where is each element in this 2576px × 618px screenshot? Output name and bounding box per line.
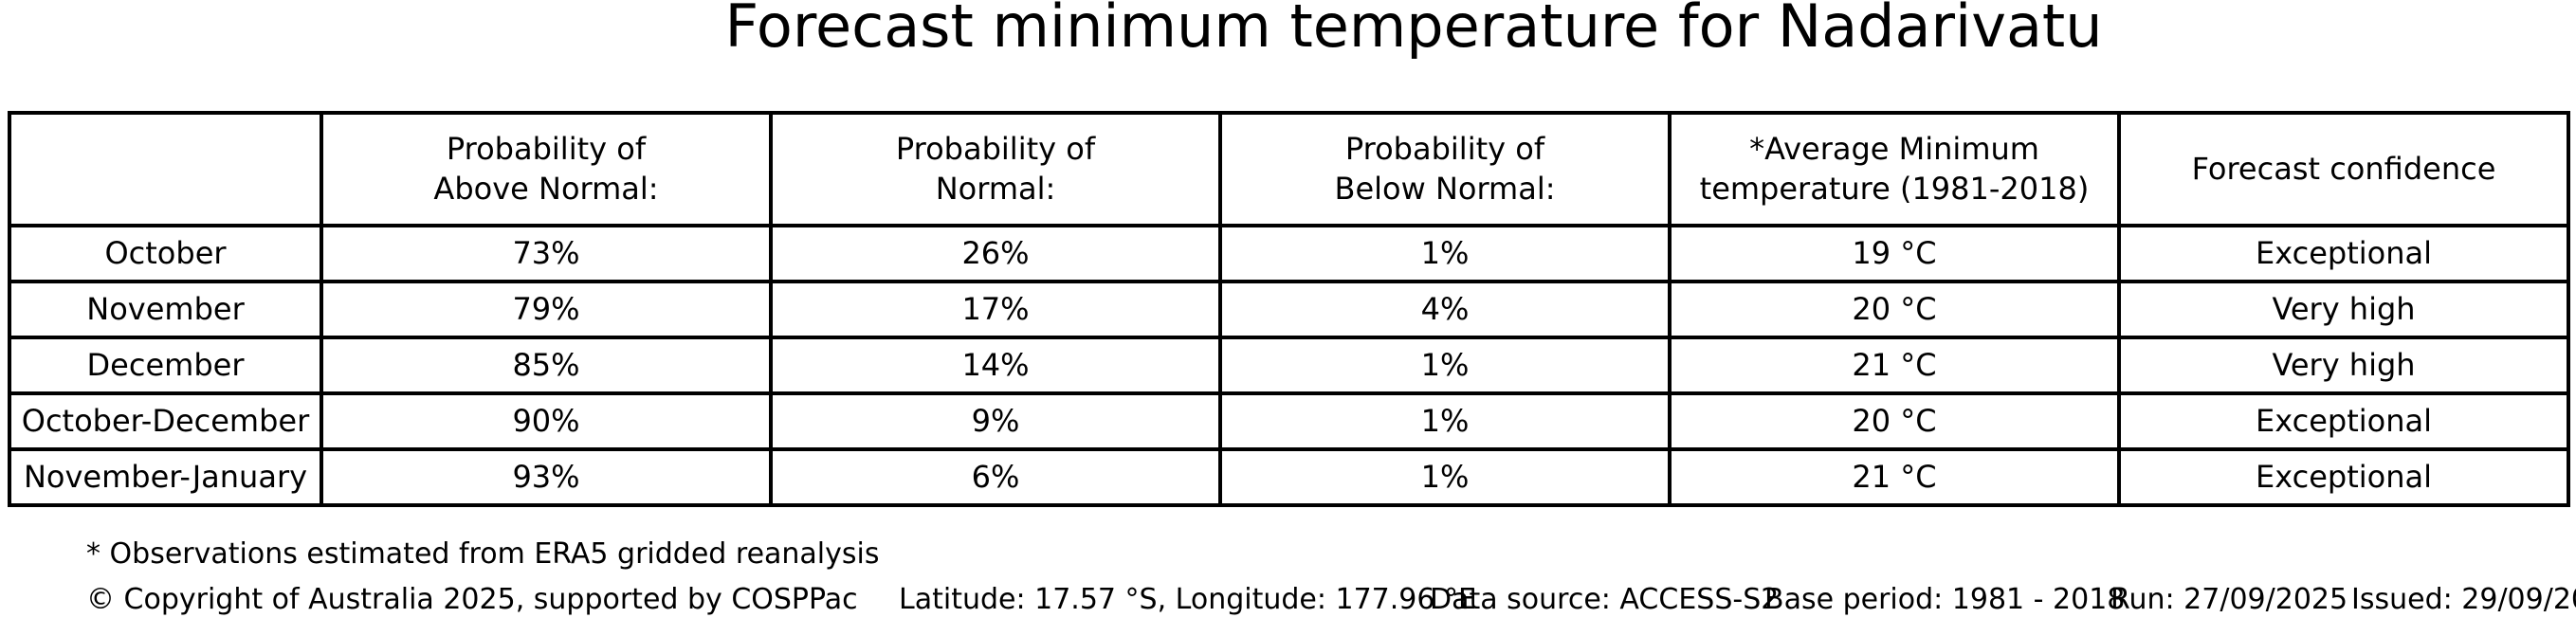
table-cell: 14% [769, 336, 1222, 395]
corner-cell [8, 111, 323, 227]
run-date-text: Run: 27/09/2025 [2110, 583, 2348, 616]
row-label: November [8, 280, 323, 339]
table-cell: 1% [1218, 336, 1672, 395]
forecast-table: Probability of Above Normal: Probability… [8, 111, 2570, 507]
issued-date-text: Issued: 29/09/2025 [2351, 583, 2576, 616]
table-row-october: October 73% 26% 1% 19 °C Exceptional [8, 224, 2570, 283]
table-cell: Very high [2117, 336, 2570, 395]
table-cell: Exceptional [2117, 224, 2570, 283]
table-cell: 93% [320, 447, 773, 507]
table-row-november-january: November-January 93% 6% 1% 21 °C Excepti… [8, 447, 2570, 507]
table-cell: 17% [769, 280, 1222, 339]
table-cell: 4% [1218, 280, 1672, 339]
column-header-forecast-confidence: Forecast confidence [2117, 111, 2570, 227]
table-cell: 1% [1218, 447, 1672, 507]
table-cell: 19 °C [1668, 224, 2121, 283]
table-cell: 85% [320, 336, 773, 395]
table-cell: 1% [1218, 391, 1672, 451]
table-cell: Exceptional [2117, 391, 2570, 451]
table-cell: 20 °C [1668, 280, 2121, 339]
table-cell: 20 °C [1668, 391, 2121, 451]
table-row-december: December 85% 14% 1% 21 °C Very high [8, 336, 2570, 395]
table-cell: 9% [769, 391, 1222, 451]
copyright-text: © Copyright of Australia 2025, supported… [86, 583, 858, 616]
page-title: Forecast minimum temperature for Nadariv… [724, 0, 2103, 61]
table-cell: 73% [320, 224, 773, 283]
row-label: October-December [8, 391, 323, 451]
table-cell: 21 °C [1668, 336, 2121, 395]
table-cell: Exceptional [2117, 447, 2570, 507]
table-cell: 21 °C [1668, 447, 2121, 507]
forecast-table-container: Probability of Above Normal: Probability… [8, 111, 2570, 507]
table-row-november: November 79% 17% 4% 20 °C Very high [8, 280, 2570, 339]
table-cell: 90% [320, 391, 773, 451]
table-cell: Very high [2117, 280, 2570, 339]
column-header-above-normal: Probability of Above Normal: [320, 111, 773, 227]
column-header-normal: Probability of Normal: [769, 111, 1222, 227]
row-label: October [8, 224, 323, 283]
table-cell: 26% [769, 224, 1222, 283]
table-cell: 6% [769, 447, 1222, 507]
table-cell: 1% [1218, 224, 1672, 283]
data-source-text: Data source: ACCESS-S2 [1430, 583, 1780, 616]
table-row-october-december: October-December 90% 9% 1% 20 °C Excepti… [8, 391, 2570, 451]
observations-footnote: * Observations estimated from ERA5 gridd… [86, 537, 880, 571]
column-header-average-minimum: *Average Minimum temperature (1981-2018) [1668, 111, 2121, 227]
header-row: Probability of Above Normal: Probability… [8, 111, 2570, 227]
location-coordinates: Latitude: 17.57 °S, Longitude: 177.96 °E [899, 583, 1476, 616]
base-period-text: Base period: 1981 - 2018 [1764, 583, 2126, 616]
column-header-below-normal: Probability of Below Normal: [1218, 111, 1672, 227]
table-cell: 79% [320, 280, 773, 339]
row-label: December [8, 336, 323, 395]
row-label: November-January [8, 447, 323, 507]
